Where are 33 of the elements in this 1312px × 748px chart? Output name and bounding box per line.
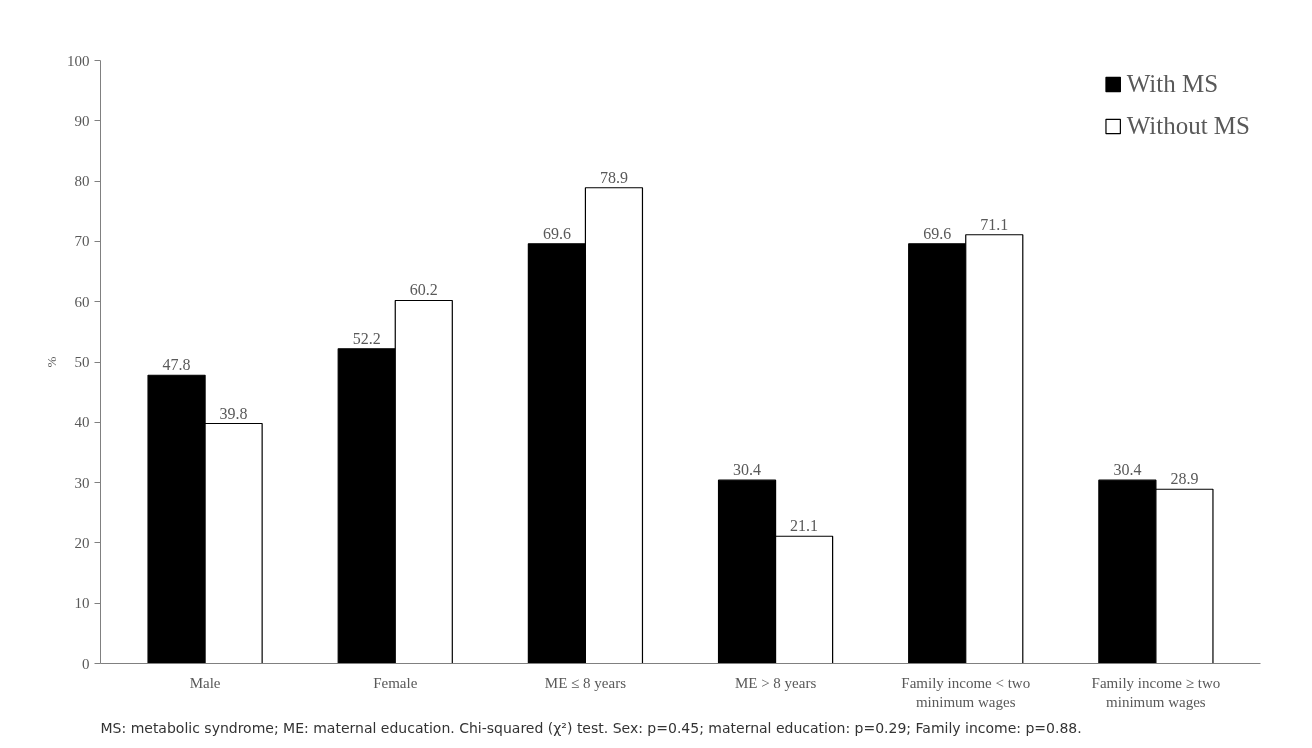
data-label: 21.1	[790, 517, 819, 535]
data-label: 39.8	[219, 404, 248, 422]
y-tick-label: 100	[67, 52, 90, 69]
data-label: 60.2	[409, 281, 438, 299]
x-tick-label: Male	[189, 674, 221, 691]
x-tick-label: ME > 8 years	[734, 674, 817, 691]
data-label: 69.6	[923, 224, 952, 242]
y-tick-label: 70	[74, 233, 90, 250]
y-tick-label: 80	[74, 173, 90, 190]
legend-label: With MS	[1126, 70, 1219, 98]
y-tick-label: 60	[74, 293, 90, 310]
data-label: 28.9	[1170, 470, 1199, 488]
data-label: 71.1	[980, 215, 1009, 233]
data-label: 78.9	[599, 168, 628, 186]
x-tick-label: Family income < two minimum wages	[901, 674, 1031, 710]
data-label: 47.8	[162, 356, 191, 374]
data-label: 69.6	[542, 224, 571, 242]
legend-label: Without MS	[1126, 112, 1250, 140]
y-tick-label: 20	[74, 534, 90, 551]
y-axis-title: %	[44, 356, 59, 368]
y-tick-label: 10	[74, 595, 90, 612]
y-tick-label: 0	[82, 655, 90, 672]
x-tick-label: ME ≤ 8 years	[544, 674, 627, 691]
x-tick-label: Family income ≥ two minimum wages	[1091, 674, 1221, 710]
y-tick-label: 30	[74, 474, 90, 491]
data-label: 30.4	[1113, 461, 1142, 479]
text: MS: metabolic syndrome; ME: maternal education. Chi-squared (χ²) test. Sex: p=0.45; maternal education: p=0.29; Family income: p=0.88.	[100, 719, 1082, 736]
y-tick-label: 90	[74, 112, 90, 129]
x-tick-label: Female	[373, 674, 418, 691]
data-label: 52.2	[352, 329, 381, 347]
y-tick-label: 50	[74, 354, 90, 370]
data-label: 30.4	[733, 461, 762, 479]
y-tick-label: 40	[74, 414, 90, 431]
